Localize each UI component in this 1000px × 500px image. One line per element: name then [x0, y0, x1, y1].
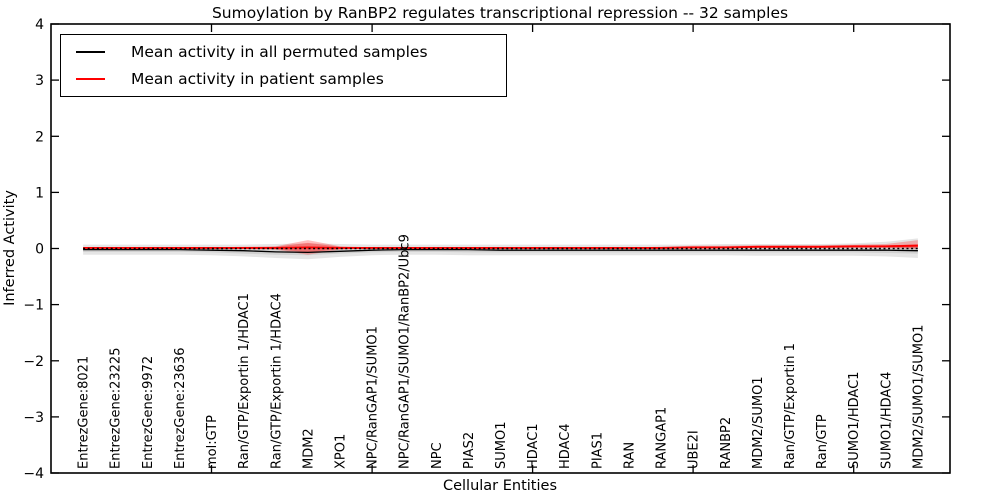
- y-tick-label: 3: [35, 73, 44, 89]
- legend-entry-patient: Mean activity in patient samples: [76, 70, 506, 88]
- x-axis-label: Cellular Entities: [442, 478, 558, 494]
- y-axis-label: Inferred Activity: [2, 190, 18, 306]
- x-tick-label: SUMO1/HDAC1: [847, 372, 862, 469]
- x-tick-label: UBE2I: [687, 430, 702, 469]
- x-tick-label: Ran/GTP: [815, 414, 830, 469]
- y-tick-label: 1: [35, 185, 44, 201]
- x-tick-label: NPC: [430, 442, 445, 469]
- y-tick-label: 2: [35, 129, 44, 145]
- x-tick-label: EntrezGene:23636: [173, 348, 188, 469]
- legend-label-patient: Mean activity in patient samples: [131, 69, 384, 88]
- x-tick-label: PIAS1: [590, 432, 605, 469]
- x-tick-label: RANGAP1: [655, 407, 670, 469]
- x-tick-label: RAN: [622, 442, 637, 469]
- x-tick-label: EntrezGene:23225: [109, 348, 124, 469]
- x-tick-label: SUMO1/HDAC4: [879, 372, 894, 469]
- x-tick-label: PIAS2: [462, 432, 477, 469]
- legend-line-sample-patient: [76, 77, 105, 80]
- x-tick-label: Ran/GTP/Exportin 1/HDAC4: [269, 293, 284, 469]
- x-tick-label: SUMO1: [494, 422, 509, 470]
- y-tick-label: −1: [23, 298, 44, 314]
- x-tick-label: RANBP2: [719, 417, 734, 469]
- chart-title: Sumoylation by RanBP2 regulates transcri…: [211, 4, 789, 22]
- y-tick-label: −4: [23, 466, 44, 482]
- x-tick-label: Ran/GTP/Exportin 1/HDAC1: [237, 293, 252, 469]
- x-tick-label: NPC/RanGAP1/SUMO1: [366, 326, 381, 469]
- y-tick-label: 4: [35, 17, 44, 33]
- series-line-permuted: [83, 248, 918, 254]
- y-tick-label: −3: [23, 410, 44, 426]
- x-tick-label: mol:GTP: [205, 415, 220, 469]
- y-tick-label: −2: [23, 354, 44, 370]
- x-tick-label: EntrezGene:8021: [77, 356, 92, 469]
- x-tick-label: NPC/RanGAP1/SUMO1/RanBP2/Ubc9: [398, 234, 413, 469]
- legend: Mean activity in all permuted samples Me…: [60, 34, 507, 97]
- x-tick-label: HDAC1: [526, 423, 541, 469]
- x-tick-label: MDM2: [301, 428, 316, 469]
- band-patient-sem: [83, 242, 918, 253]
- x-tick-label: HDAC4: [558, 423, 573, 469]
- legend-entry-permuted: Mean activity in all permuted samples: [76, 43, 506, 61]
- x-tick-label: XPO1: [333, 434, 348, 469]
- x-tick-label: EntrezGene:9972: [141, 356, 156, 469]
- x-tick-label: MDM2/SUMO1: [751, 376, 766, 469]
- legend-line-sample-permuted: [76, 51, 105, 54]
- y-tick-label: 0: [35, 242, 44, 258]
- legend-label-permuted: Mean activity in all permuted samples: [131, 43, 428, 62]
- x-tick-label: Ran/GTP/Exportin 1: [783, 343, 798, 469]
- x-tick-label: MDM2/SUMO1/SUMO1: [911, 325, 926, 469]
